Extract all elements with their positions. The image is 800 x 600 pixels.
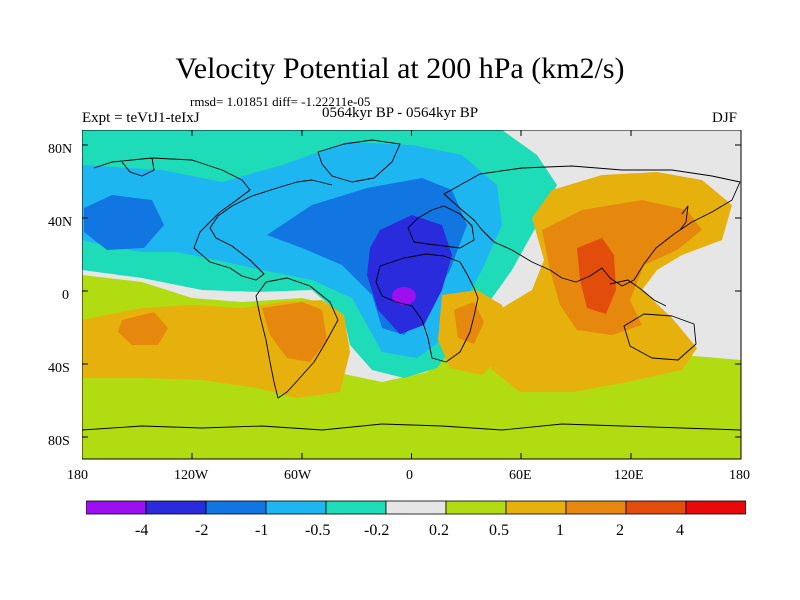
colorbar-label-3: -1 — [255, 522, 269, 539]
lon-tick-label-0: 0 — [406, 468, 413, 483]
lat-tick-label-40s: 40S — [48, 361, 70, 376]
colorbar-label-8: 1 — [556, 522, 564, 539]
lon-tick-label-60w: 60W — [284, 468, 312, 483]
colorbar-swatch — [445, 500, 507, 515]
colorbar-label-4: -0.5 — [305, 522, 331, 539]
colorbar — [86, 500, 746, 515]
latitude-ticks — [82, 144, 741, 438]
coastlines — [82, 139, 742, 431]
period-label: 0564kyr BP - 0564kyr BP — [322, 105, 479, 121]
south-america-coast — [255, 277, 339, 399]
colorbar-swatch — [265, 500, 327, 515]
europe-coast — [407, 205, 475, 249]
colorbar-swatch — [685, 500, 746, 515]
africa-coast — [375, 253, 479, 363]
lon-tick-label-180e: 180 — [729, 468, 750, 483]
colorbar-swatch — [505, 500, 567, 515]
greenland-coast — [317, 139, 401, 183]
colorbar-label-10: 4 — [676, 522, 684, 539]
lat-tick-label-0: 0 — [62, 288, 69, 303]
season-label: DJF — [712, 110, 738, 126]
colorbar-label-2: -2 — [195, 522, 209, 539]
maritime-continent-coast — [609, 279, 667, 307]
chart-title: Velocity Potential at 200 hPa (km2/s) — [175, 52, 625, 85]
colorbar-swatch — [145, 500, 207, 515]
antarctica-coast — [82, 423, 742, 431]
colorbar-label-6: 0.2 — [429, 522, 449, 539]
lon-tick-label-120e: 120E — [614, 468, 644, 483]
alaska-coast — [121, 157, 155, 177]
contour-fill-layer — [82, 130, 741, 459]
longitude-ticks — [82, 130, 742, 459]
lat-tick-label-40n: 40N — [48, 215, 73, 230]
colorbar-label-9: 2 — [616, 522, 624, 539]
colorbar-swatch — [565, 500, 627, 515]
lat-tick-label-80s: 80S — [48, 434, 70, 449]
lon-tick-label-180w: 180 — [67, 468, 88, 483]
colorbar-label-1: -4 — [135, 522, 149, 539]
eurasia-coast — [443, 165, 741, 287]
colorbar-swatch — [625, 500, 687, 515]
colorbar-swatch — [385, 500, 447, 515]
lon-tick-label-60e: 60E — [509, 468, 532, 483]
north-america-coast — [93, 157, 333, 281]
lon-tick-label-120w: 120W — [174, 468, 209, 483]
japan-coast — [679, 205, 689, 231]
colorbar-label-7: 0.5 — [489, 522, 509, 539]
colorbar-swatch — [325, 500, 387, 515]
rmsd-diff-stats: rmsd= 1.01851 diff= -1.22211e-05 — [190, 94, 371, 109]
lat-tick-label-80n: 80N — [48, 142, 73, 157]
colorbar-label-5: -0.2 — [364, 522, 390, 539]
australia-coast — [623, 313, 697, 361]
colorbar-swatch — [205, 500, 267, 515]
experiment-label: Expt = teVtJ1-teIxJ — [82, 110, 200, 126]
colorbar-swatch — [86, 500, 147, 515]
velocity-potential-map — [82, 130, 742, 460]
